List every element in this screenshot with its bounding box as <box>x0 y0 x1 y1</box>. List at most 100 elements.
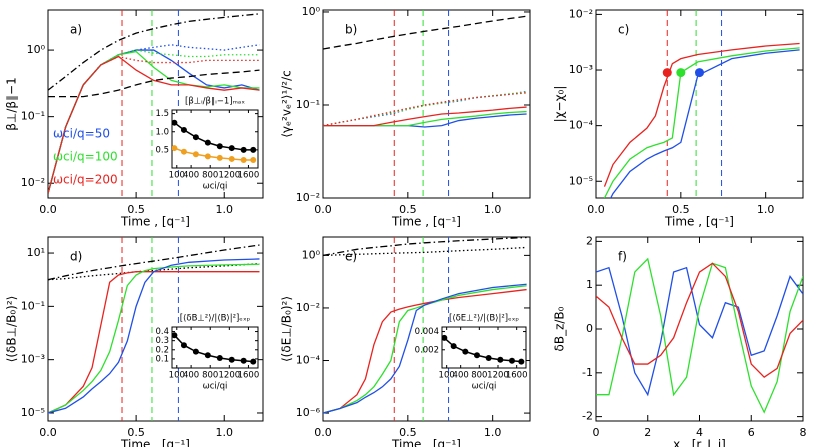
y-tick-label: 0.1 <box>155 354 169 364</box>
point <box>204 352 211 359</box>
x-tick-label: 800 <box>202 171 218 181</box>
point <box>204 139 211 146</box>
y-axis-label: |χ−χ₀| <box>553 86 567 123</box>
y-tick-label: -1 <box>582 366 593 379</box>
panel: 0 2 4 6 8 -2 -1 0 1 2 f) x , [r_L,i] δB_z/B₀ <box>553 234 807 447</box>
x-tick-label: 2 <box>644 426 651 439</box>
y-tick-label: 10⁻⁵ <box>21 406 45 419</box>
plot-area <box>172 332 257 365</box>
y-tick-label: 10⁻² <box>296 191 320 204</box>
series-line <box>48 55 260 194</box>
series-line <box>610 49 800 198</box>
series-line <box>323 92 527 127</box>
x-tick-label: 0.0 <box>314 203 332 216</box>
series-line <box>603 47 800 198</box>
x-tick-label: 8 <box>800 426 807 439</box>
point <box>450 343 457 350</box>
y-tick-label: 0.002 <box>415 345 439 355</box>
x-axis-label: Time , [q⁻¹] <box>391 215 461 229</box>
series-line <box>48 244 260 281</box>
y-tick-label: 0.3 <box>155 336 169 346</box>
point <box>204 153 211 160</box>
x-tick-label: 0.5 <box>127 203 145 216</box>
point <box>216 354 223 361</box>
series-line <box>323 246 527 257</box>
y-tick-label: 10⁰ <box>27 43 46 56</box>
point <box>228 155 235 162</box>
series-line <box>323 15 527 50</box>
x-tick-label: 100 <box>439 371 455 381</box>
y-tick-label: 10⁻⁶ <box>296 406 321 419</box>
x-axis-label: Time , [q⁻¹] <box>664 215 734 229</box>
x-tick-label: 400 <box>183 171 199 181</box>
y-tick-label: 10⁻¹ <box>21 299 45 312</box>
inset-x-label: ωci/qi <box>472 382 497 392</box>
y-tick-label: 0.2 <box>155 345 169 355</box>
point <box>662 68 672 78</box>
x-tick-label: 1200 <box>487 371 509 381</box>
plot-area <box>323 10 527 198</box>
x-tick-label: 0.0 <box>39 203 57 216</box>
x-tick-label: 4 <box>696 426 703 439</box>
panel: 0.0 0.5 1.0 10⁻⁶ 10⁻⁴ 10⁻² 10⁰ e) Time , [q⁻¹] ⟨(… <box>280 236 531 447</box>
x-axis-label: Time , [q⁻¹] <box>391 438 461 447</box>
inset-x-label: ωci/qi <box>203 382 228 392</box>
panel: 0.0 0.5 1.0 10⁻² 10⁻¹ 10⁰ a) Time , [q⁻¹] β⊥/β∥−… <box>5 9 264 229</box>
plot-area <box>442 334 525 365</box>
point <box>485 354 492 361</box>
x-tick-label: 0.5 <box>399 203 417 216</box>
y-tick-label: 0.4 <box>155 327 169 337</box>
y-tick-label: 10⁻² <box>296 301 320 314</box>
panel-label: e) <box>345 250 357 264</box>
y-axis-label: ⟨(δE⊥/B₀)²⟩ <box>280 296 294 362</box>
inset-x-label: ωci/qi <box>203 182 228 192</box>
point <box>172 332 178 339</box>
x-tick-label: 1200 <box>219 171 241 181</box>
series-line <box>48 55 260 194</box>
y-tick-label: 0.5 <box>155 145 169 155</box>
plot-area <box>48 237 260 421</box>
x-tick-label: 1600 <box>506 371 528 381</box>
series-line <box>323 106 527 127</box>
y-tick-label: 10⁻⁴ <box>569 119 594 132</box>
x-tick-label: 1.0 <box>215 203 233 216</box>
x-tick-label: 400 <box>183 371 199 381</box>
panel-label: a) <box>70 23 82 37</box>
point <box>240 157 247 164</box>
plot-area <box>596 257 803 414</box>
y-axis-label: β⊥/β∥−1 <box>5 77 19 131</box>
series-line <box>48 271 260 414</box>
x-tick-label: 800 <box>471 371 487 381</box>
panel: 0.0 0.5 1.0 10⁻⁵ 10⁻⁴ 10⁻³ 10⁻² c) Time , [q⁻¹] |… <box>553 7 804 229</box>
series-line <box>48 258 260 414</box>
y-tick-label: -2 <box>582 410 593 423</box>
point <box>228 145 235 152</box>
y-tick-label: 10⁻³ <box>569 63 593 76</box>
x-tick-label: 0 <box>593 426 600 439</box>
plot-area <box>48 10 260 198</box>
series-line <box>48 263 260 414</box>
x-tick-label: 1600 <box>238 171 260 181</box>
point <box>172 145 178 152</box>
plot-area <box>323 237 527 421</box>
y-tick-label: 0.004 <box>415 327 439 337</box>
y-axis-label: ⟨γₑ²vₑ²⟩¹/²/c <box>280 70 294 138</box>
point <box>462 348 469 355</box>
point <box>240 357 247 364</box>
series-line <box>48 49 260 194</box>
point <box>442 334 448 341</box>
y-tick-label: 10¹ <box>27 246 45 259</box>
x-tick-label: 0.0 <box>587 203 605 216</box>
point <box>474 352 480 359</box>
x-tick-label: 100 <box>169 371 185 381</box>
y-tick-label: 1 <box>586 278 593 291</box>
panel-label: f) <box>618 250 627 264</box>
point <box>216 154 223 161</box>
plot-frame <box>322 9 531 199</box>
series-line <box>596 257 803 414</box>
x-tick-label: 0.5 <box>127 426 145 439</box>
point <box>216 143 223 150</box>
point <box>676 68 686 78</box>
